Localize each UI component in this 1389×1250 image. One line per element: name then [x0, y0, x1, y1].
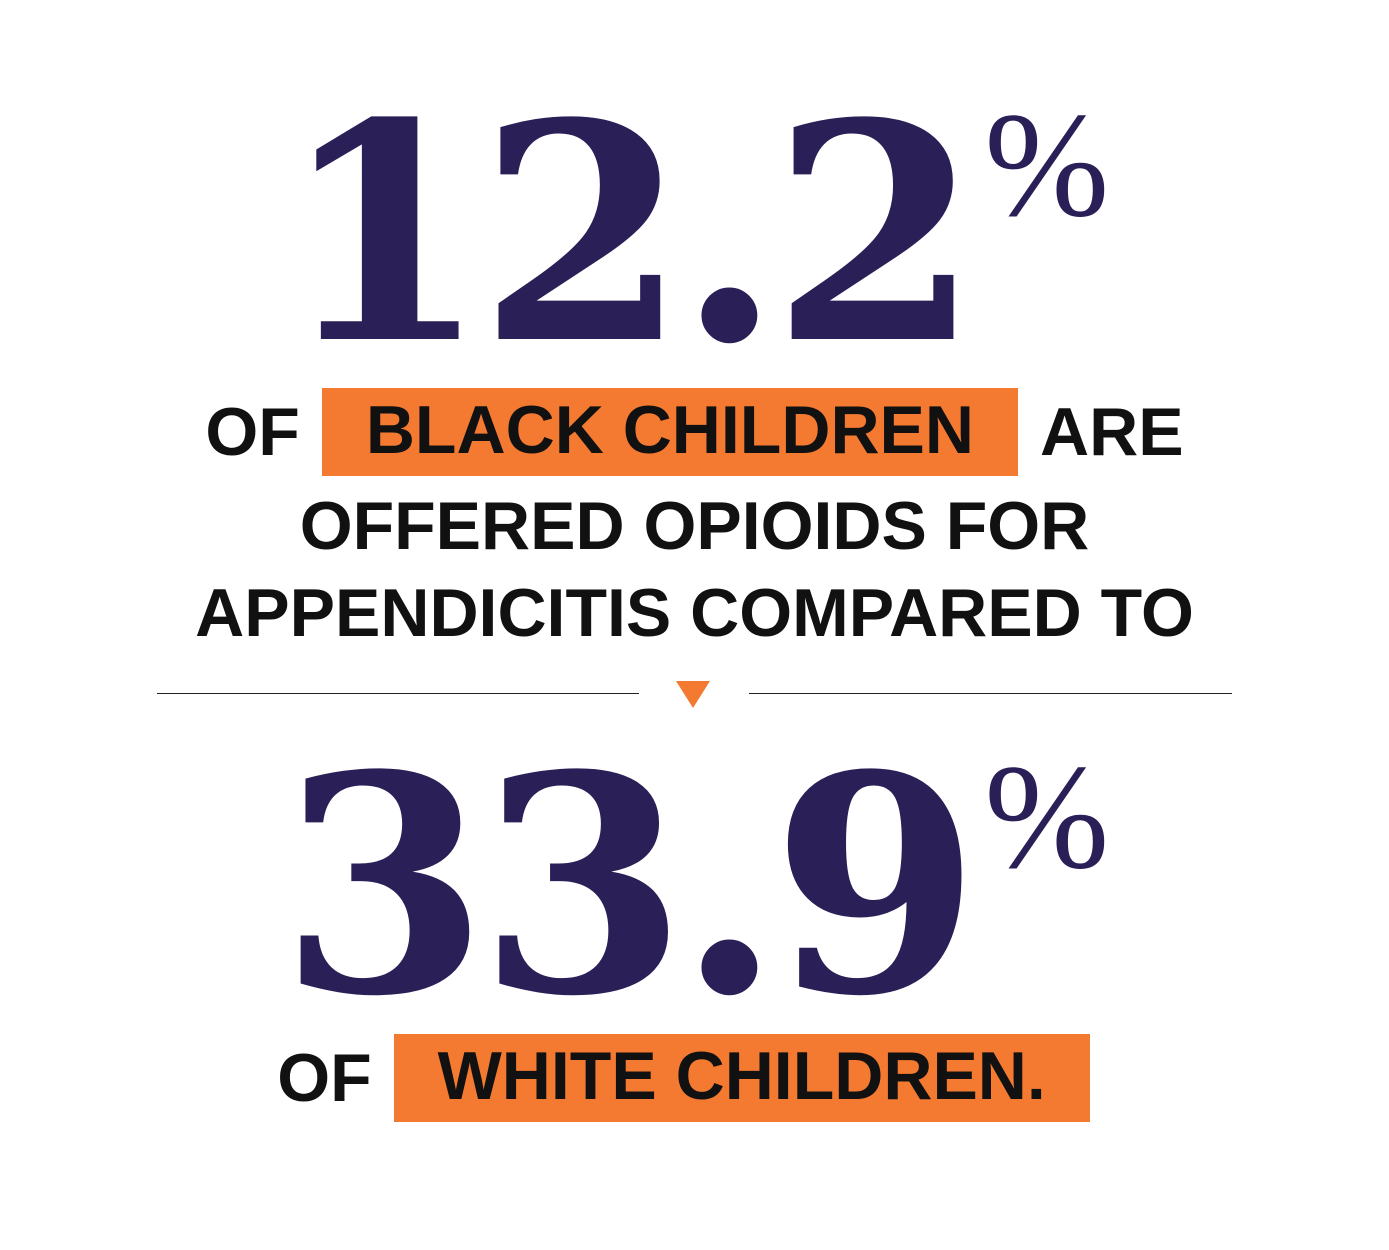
bottom-stat-percent-sign: %	[984, 734, 1110, 900]
top-stat: 12.2 %	[0, 84, 1389, 384]
bottom-stat: 33.9 %	[0, 736, 1389, 1036]
line1-suffix: ARE	[1040, 394, 1184, 470]
divider-left	[157, 693, 639, 694]
sentence-line-4: OF WHITE CHILDREN.	[0, 1034, 1389, 1122]
line4-prefix: OF	[277, 1040, 372, 1116]
highlight-white-children: WHITE CHILDREN.	[393, 1034, 1090, 1122]
sentence-line-3: APPENDICITIS COMPARED TO	[195, 575, 1194, 651]
top-stat-value: 12.2	[279, 57, 981, 410]
bottom-stat-value: 33.9	[279, 709, 981, 1062]
line1-prefix: OF	[205, 394, 300, 470]
highlight-black-children: BLACK CHILDREN	[321, 388, 1019, 476]
top-stat-percent-sign: %	[984, 82, 1110, 248]
divider-right	[749, 693, 1232, 694]
sentence-line-2: OFFERED OPIOIDS FOR	[299, 488, 1090, 564]
sentence-line-1: OF BLACK CHILDREN ARE	[0, 388, 1389, 476]
down-triangle-icon	[676, 681, 710, 708]
